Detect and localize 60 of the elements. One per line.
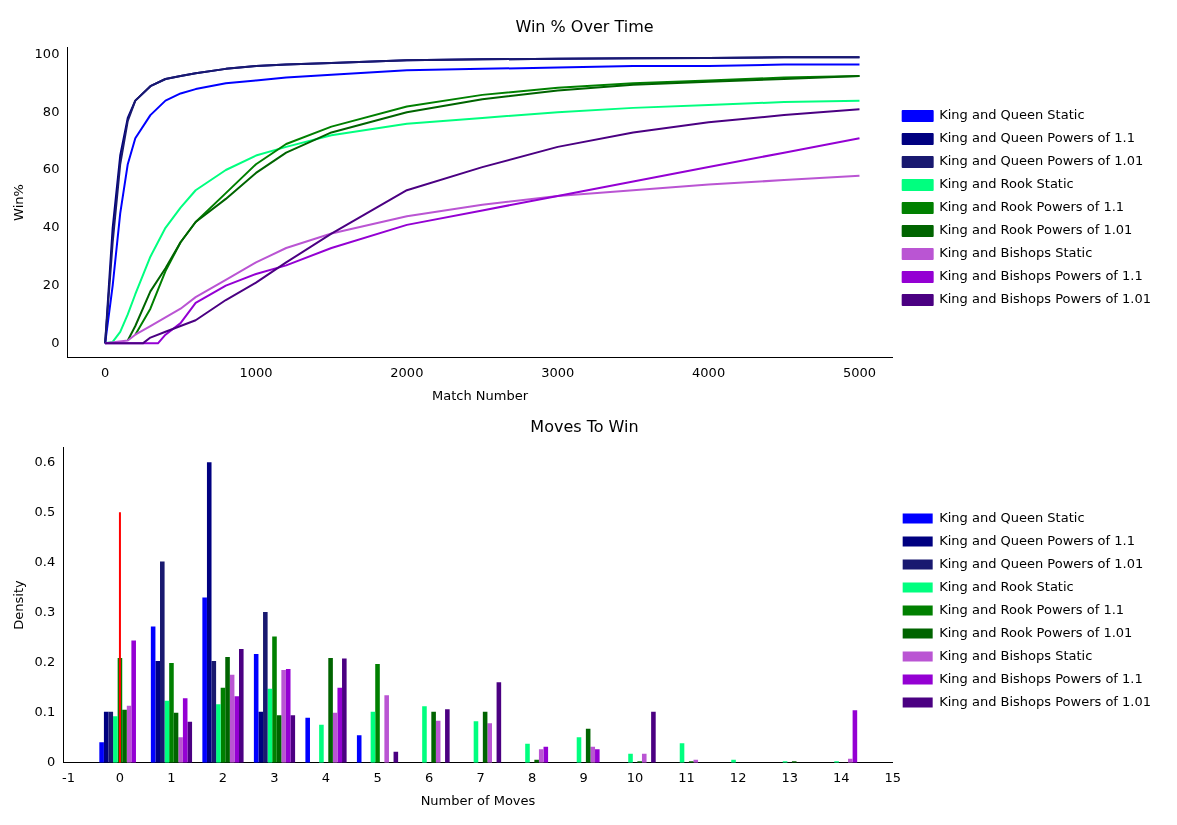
legend-label: King and Queen Powers of 1.1 bbox=[939, 130, 1135, 146]
x-tick-label: 15 bbox=[884, 769, 901, 785]
legend-label: King and Bishops Powers of 1.1 bbox=[939, 268, 1143, 284]
y-tick-label: 0 bbox=[46, 754, 56, 770]
y-axis-title: Win% bbox=[11, 184, 27, 221]
y-tick-label: 0.2 bbox=[34, 653, 56, 669]
y-tick-label: 0.5 bbox=[34, 503, 56, 519]
legend-label: King and Rook Powers of 1.1 bbox=[939, 601, 1125, 617]
x-tick-label: 11 bbox=[678, 769, 695, 785]
legend-label: King and Rook Static bbox=[939, 578, 1074, 594]
x-tick-label: 3 bbox=[270, 769, 279, 785]
legend-label: King and Bishops Powers of 1.01 bbox=[939, 291, 1152, 307]
x-tick-label: 13 bbox=[781, 769, 798, 785]
legend-label: King and Bishops Static bbox=[939, 245, 1093, 261]
x-tick-label: 1000 bbox=[239, 364, 273, 380]
y-axis-title: Density bbox=[11, 579, 27, 630]
y-tick-label: 0 bbox=[51, 334, 60, 350]
y-tick-label: 40 bbox=[42, 219, 60, 235]
x-tick-label: 10 bbox=[626, 769, 644, 785]
x-tick-label: 5000 bbox=[842, 364, 877, 380]
x-tick-label: 6 bbox=[424, 769, 434, 785]
legend-label: King and Rook Powers of 1.01 bbox=[939, 222, 1133, 238]
x-tick-label: 4000 bbox=[692, 364, 726, 380]
legend-label: King and Queen Powers of 1.01 bbox=[939, 153, 1144, 169]
y-tick-label: 80 bbox=[42, 103, 60, 119]
legend-label: King and Rook Static bbox=[939, 176, 1074, 192]
legend-label: King and Bishops Static bbox=[939, 647, 1093, 663]
y-tick-label: 0.6 bbox=[34, 453, 56, 469]
x-tick-label: 8 bbox=[527, 769, 537, 785]
x-tick-label: 9 bbox=[579, 769, 588, 785]
x-tick-label: 4 bbox=[321, 769, 331, 785]
chart-title: Moves To Win bbox=[530, 416, 639, 436]
x-tick-label: -1 bbox=[61, 769, 75, 785]
y-tick-label: 100 bbox=[34, 45, 60, 61]
legend-label: King and Rook Powers of 1.01 bbox=[939, 624, 1133, 640]
y-tick-label: 60 bbox=[42, 161, 60, 177]
legend-label: King and Bishops Powers of 1.01 bbox=[939, 693, 1152, 709]
legend-label: King and Queen Static bbox=[939, 107, 1085, 123]
legend-label: King and Queen Static bbox=[939, 509, 1085, 525]
x-tick-label: 12 bbox=[729, 769, 747, 785]
y-tick-label: 0.1 bbox=[34, 704, 56, 720]
x-tick-label: 0 bbox=[100, 364, 110, 380]
legend-label: King and Bishops Powers of 1.1 bbox=[939, 670, 1143, 686]
x-axis-title: Number of Moves bbox=[420, 792, 536, 808]
y-tick-label: 0.4 bbox=[34, 553, 56, 569]
legend-label: King and Queen Powers of 1.1 bbox=[939, 532, 1135, 548]
x-tick-label: 2000 bbox=[390, 364, 424, 380]
y-tick-label: 20 bbox=[42, 276, 60, 292]
x-tick-label: 5 bbox=[373, 769, 382, 785]
x-tick-label: 2 bbox=[218, 769, 228, 785]
x-tick-label: 0 bbox=[115, 769, 125, 785]
x-tick-label: 1 bbox=[167, 769, 176, 785]
y-tick-label: 0.3 bbox=[34, 603, 56, 619]
x-tick-label: 7 bbox=[476, 769, 485, 785]
x-axis-title: Match Number bbox=[432, 387, 529, 403]
legend-label: King and Queen Powers of 1.01 bbox=[939, 555, 1144, 571]
x-tick-label: 14 bbox=[832, 769, 850, 785]
legend-label: King and Rook Powers of 1.1 bbox=[939, 199, 1125, 215]
chart-title: Win % Over Time bbox=[515, 16, 654, 36]
x-tick-label: 3000 bbox=[541, 364, 575, 380]
